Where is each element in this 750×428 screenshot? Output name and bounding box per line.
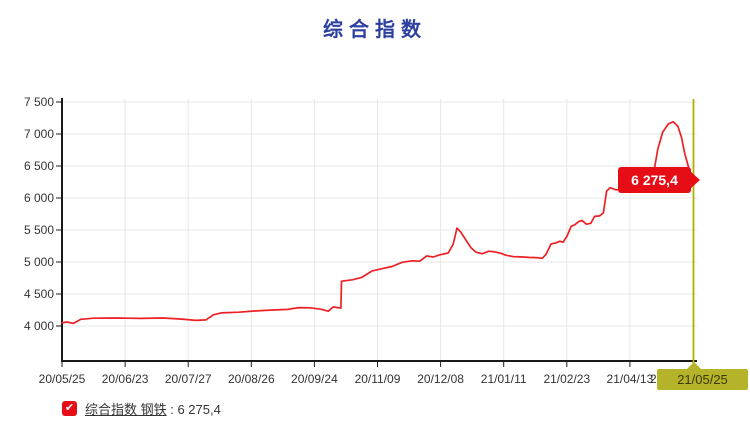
x-tick-label: 20/05/25 — [39, 372, 86, 386]
balloon-arrow-right-icon — [690, 171, 700, 189]
x-tick-label-covered: 2 — [650, 372, 657, 386]
y-tick-label: 6 500 — [24, 159, 54, 173]
last-value-label: 6 275,4 — [631, 172, 678, 188]
x-tick-label: 21/04/13 — [607, 372, 654, 386]
x-tick-label: 20/11/09 — [355, 372, 401, 386]
x-tick-label: 21/01/11 — [481, 372, 527, 386]
x-tick-label: 20/06/23 — [102, 372, 149, 386]
x-tick-label: 20/09/24 — [291, 372, 338, 386]
legend: ✔ 综合指数 钢铁 : 6 275,4 — [62, 399, 221, 418]
chart-title: 综合指数 — [323, 19, 427, 41]
legend-checkbox[interactable]: ✔ — [62, 401, 77, 416]
y-tick-label: 5 500 — [24, 223, 54, 237]
y-tick-label: 4 000 — [24, 319, 54, 333]
y-tick-label: 6 000 — [24, 191, 54, 205]
cursor-date-label: 21/05/25 — [677, 372, 728, 387]
legend-separator: : — [166, 402, 178, 417]
y-tick-label: 4 500 — [24, 287, 54, 301]
legend-series-label[interactable]: 综合指数 钢铁 — [85, 402, 167, 417]
x-tick-label: 20/07/27 — [165, 372, 212, 386]
x-tick-label: 20/12/08 — [417, 372, 464, 386]
y-tick-label: 7 500 — [24, 95, 54, 109]
y-tick-label: 7 000 — [24, 127, 54, 141]
y-tick-label: 5 000 — [24, 255, 54, 269]
legend-series-value: 6 275,4 — [177, 402, 221, 417]
x-tick-label: 20/08/26 — [228, 372, 275, 386]
x-tick-label: 21/02/23 — [543, 372, 590, 386]
last-value-balloon: 6 275,4 — [618, 167, 700, 193]
cursor-date-badge: 21/05/25 — [657, 362, 748, 390]
badge-arrow-up-icon — [686, 362, 702, 370]
